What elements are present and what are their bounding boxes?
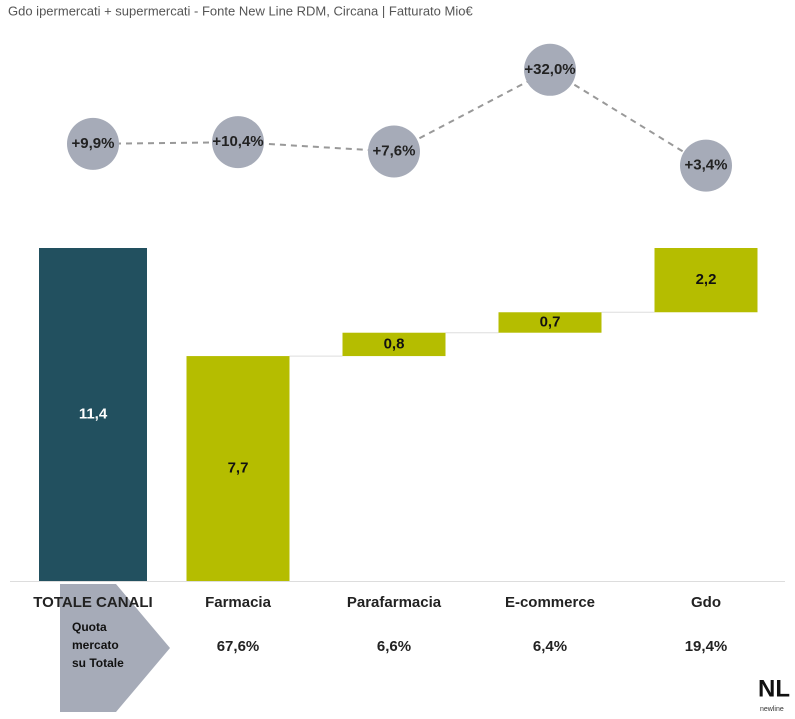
bar — [186, 356, 290, 581]
growth-label: +7,6% — [373, 143, 416, 160]
category-label: Farmacia — [205, 594, 272, 611]
category-label: Parafarmacia — [347, 594, 442, 611]
logo-subtext: newline — [760, 706, 784, 713]
value-label: 0,8 — [384, 335, 405, 352]
share-value: 19,4% — [685, 638, 728, 655]
logo-text: NL — [758, 675, 790, 702]
bar — [498, 312, 602, 333]
category-label: E-commerce — [505, 594, 595, 611]
growth-label: +3,4% — [685, 157, 728, 174]
growth-marker — [524, 43, 576, 96]
growth-marker — [212, 116, 264, 169]
growth-label: +32,0% — [524, 61, 575, 78]
bar — [654, 248, 758, 313]
value-label: 0,7 — [540, 313, 561, 330]
growth-label: +10,4% — [212, 133, 263, 150]
growth-marker — [680, 139, 732, 192]
bar — [342, 332, 446, 357]
value-label: 2,2 — [696, 271, 717, 288]
share-value: 67,6% — [217, 638, 260, 655]
growth-marker — [67, 117, 119, 170]
value-label: 7,7 — [228, 460, 249, 477]
growth-label: +9,9% — [72, 135, 115, 152]
value-label: 11,4 — [79, 405, 108, 422]
share-label: Quota — [72, 620, 107, 634]
bar — [39, 248, 147, 581]
growth-marker — [368, 125, 420, 178]
share-value: 6,4% — [533, 638, 567, 655]
share-arrow — [60, 584, 170, 712]
category-label: TOTALE CANALI — [33, 594, 152, 611]
share-label: mercato — [72, 638, 119, 652]
chart-title: Gdo ipermercati + supermercati - Fonte N… — [8, 3, 473, 18]
share-label: su Totale — [72, 656, 124, 670]
category-label: Gdo — [691, 594, 721, 611]
share-value: 6,6% — [377, 638, 411, 655]
